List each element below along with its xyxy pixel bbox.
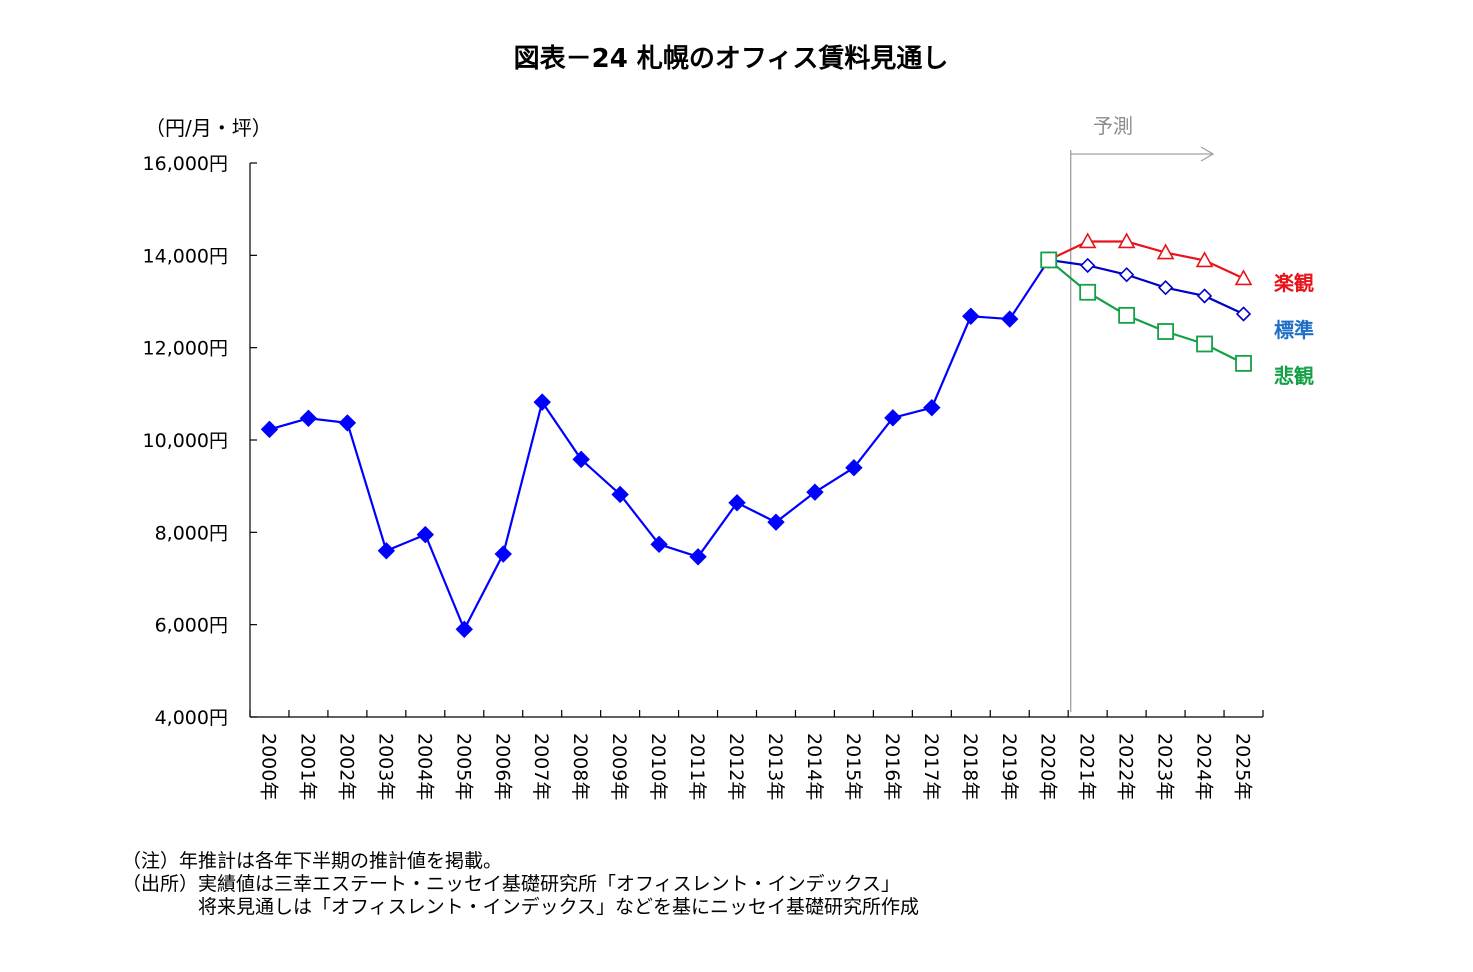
data-point [728,494,746,512]
x-tick-label: 2000年 [257,733,279,800]
data-point [1156,243,1175,260]
x-tick-label: 2018年 [959,733,981,800]
data-point [1079,283,1097,301]
x-tick-label: 2025年 [1232,733,1254,800]
series-label-standard: 標準 [1274,318,1314,342]
y-tick-label: 12,000円 [143,338,228,360]
data-point [299,409,318,428]
data-point [689,548,707,566]
x-tick-label: 2019年 [998,733,1020,800]
y-tick-label: 4,000円 [155,707,228,729]
x-tick-label: 2017年 [920,733,942,800]
data-point [533,393,551,411]
series-group [260,232,1253,638]
data-point [455,620,473,638]
forecast-label: 予測 [1093,114,1133,138]
data-point [1040,251,1058,269]
x-tick-label: 2012年 [725,733,747,800]
x-tick-label: 2014年 [803,733,825,800]
data-point [884,409,902,427]
x-tick-label: 2021年 [1076,733,1098,800]
y-tick-label: 14,000円 [143,245,228,267]
data-point [1157,323,1174,340]
y-tick-label: 10,000円 [143,430,228,452]
data-point [923,398,941,417]
chart-title: 図表－24 札幌のオフィス賃料見通し [514,44,949,74]
y-tick-label: 8,000円 [155,522,228,544]
data-point [650,535,668,554]
x-tick-label: 2015年 [842,733,864,800]
data-point [1234,269,1253,286]
x-tick-label: 2008年 [569,733,591,800]
x-tick-label: 2003年 [374,733,396,800]
data-point [1235,354,1252,372]
data-point [1119,267,1135,283]
data-point [806,483,824,501]
series-line-pessimistic [1048,259,1245,365]
y-tick-label: 16,000円 [143,153,228,175]
data-point [1080,257,1096,274]
data-point [260,420,279,439]
data-point [416,525,435,544]
series-line-standard [1048,258,1244,315]
x-tick-label: 2023年 [1154,733,1176,800]
series-label-optimistic: 楽観 [1274,271,1314,295]
note-3: 将来見通しは「オフィスレント・インデックス」などを基にニッセイ基礎研究所作成 [122,896,920,918]
series-line-optimistic [1048,240,1244,280]
x-tick-label: 2024年 [1193,733,1215,800]
x-tick-label: 2022年 [1115,733,1137,800]
y-tick-label: 6,000円 [155,615,228,637]
series-label-pessimistic: 悲観 [1274,364,1314,388]
x-tick-label: 2004年 [413,733,435,800]
x-tick-label: 2013年 [764,733,786,800]
data-point [572,450,590,469]
axes: 4,000円 6,000円 8,000円 10,000円 12,000円 14,000円 1… [143,153,1264,800]
note-2: （出所）実績値は三幸エステート・ニッセイ基礎研究所「オフィスレント・インデックス… [122,873,901,895]
data-point [962,307,980,325]
x-tick-label: 2006年 [491,733,513,800]
data-point [338,414,357,432]
x-tick-label: 2020年 [1037,733,1059,800]
x-tick-label: 2009年 [608,733,630,800]
data-point [1235,306,1252,322]
data-point [377,542,396,560]
forecast-arrowhead [1200,146,1215,162]
notes: （注）年推計は各年下半期の推計値を掲載。 （出所）実績値は三幸エステート・ニッセ… [122,850,919,919]
x-tick-label: 2010年 [647,733,669,800]
x-tick-label: 2016年 [881,733,903,800]
data-point [1196,335,1213,353]
x-tick-label: 2001年 [296,733,318,800]
x-tick-label: 2002年 [335,733,357,800]
data-point [1196,288,1213,304]
data-point [767,513,785,531]
data-point [1157,280,1174,296]
x-tick-label: 2011年 [686,733,708,800]
data-point [1078,232,1097,249]
forecast-marker: 予測 [1070,114,1215,712]
data-point [1195,251,1214,268]
data-point [845,458,863,477]
x-tick-label: 2005年 [452,733,474,800]
data-point [611,485,629,504]
y-axis-unit: （円/月・坪） [145,116,272,140]
data-point [1118,306,1136,324]
series-line-actual [269,259,1050,632]
data-point [494,545,512,563]
data-point [1001,310,1019,328]
x-tick-label: 2007年 [530,733,552,800]
data-point [1117,232,1136,249]
note-1: （注）年推計は各年下半期の推計値を掲載。 [122,850,503,872]
